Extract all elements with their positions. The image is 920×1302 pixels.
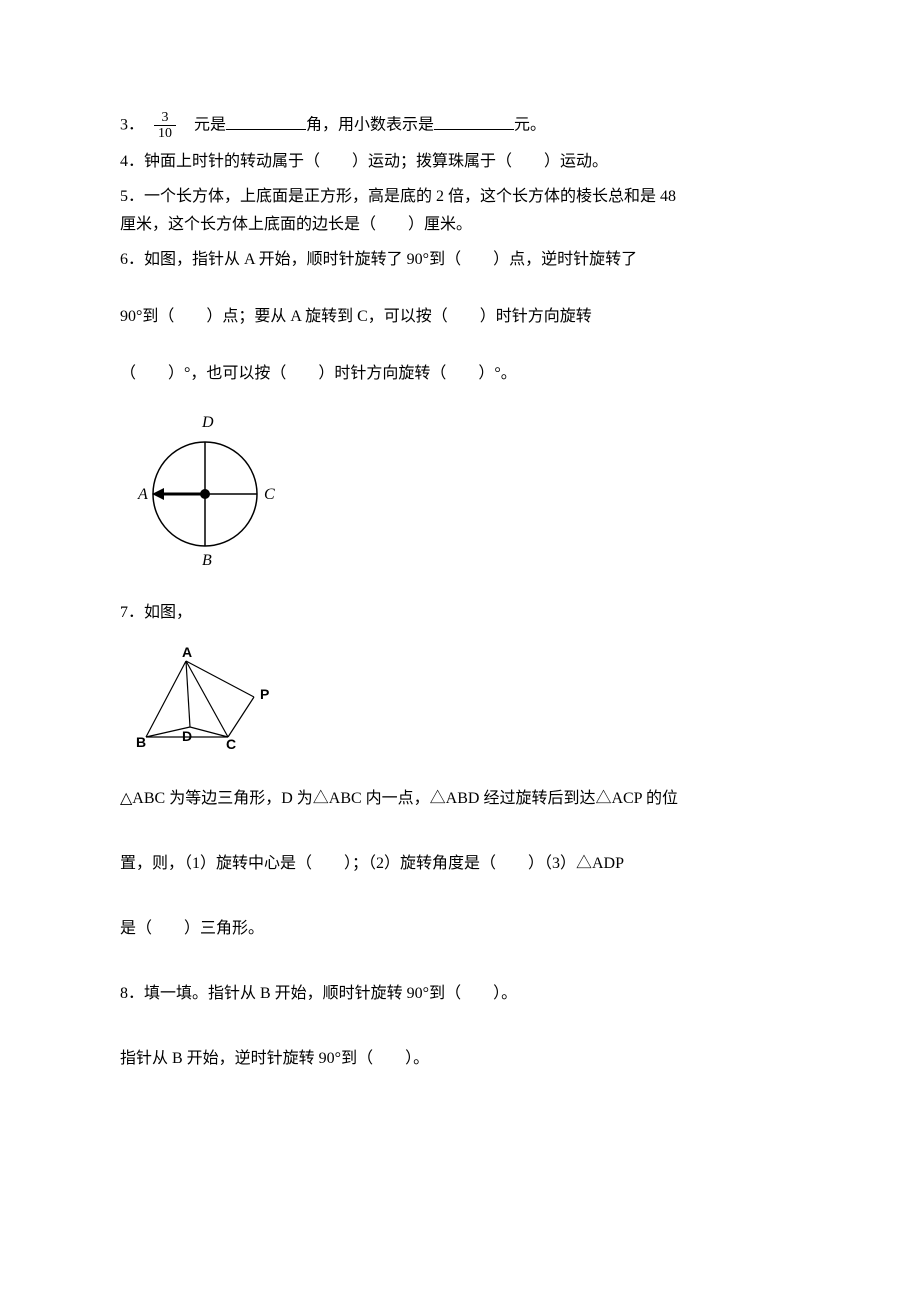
q7-line1: △ABC 为等边三角形，D 为△ABC 内一点，△ABD 经过旋转后到达△ACP… xyxy=(120,785,800,814)
q6-line3: （ ）°，也可以按（ ）时针方向旋转（ ）°。 xyxy=(120,360,800,389)
svg-text:C: C xyxy=(226,736,236,752)
q6-line2: 90°到（ ）点；要从 A 旋转到 C，可以按（ ）时针方向旋转 xyxy=(120,303,800,332)
question-7-body: △ABC 为等边三角形，D 为△ABC 内一点，△ABD 经过旋转后到达△ACP… xyxy=(120,785,800,943)
question-5: 5．一个长方体，上底面是正方形，高是底的 2 倍，这个长方体的棱长总和是 48 … xyxy=(120,183,800,241)
figure-triangle: A B C D P xyxy=(130,647,800,757)
question-4: 4．钟面上时针的转动属于（ ）运动；拨算珠属于（ ）运动。 xyxy=(120,148,800,177)
question-3: 3． 3 10 元是 角，用小数表示是 元。 xyxy=(120,110,800,142)
question-7-intro: 7．如图， xyxy=(120,599,800,628)
q8-line1: 8．填一填。指针从 B 开始，顺时针旋转 90°到（ ）。 xyxy=(120,980,800,1009)
q6-line1: 6．如图，指针从 A 开始，顺时针旋转了 90°到（ ）点，逆时针旋转了 xyxy=(120,246,800,275)
q3-t3: 元。 xyxy=(514,117,546,134)
question-6: 6．如图，指针从 A 开始，顺时针旋转了 90°到（ ）点，逆时针旋转了 90°… xyxy=(120,246,800,388)
q3-number: 3． xyxy=(120,117,144,134)
figure-circle: A B C D xyxy=(130,409,800,579)
q3-t1: 元是 xyxy=(194,117,226,134)
svg-text:B: B xyxy=(202,552,212,569)
q8-line2: 指针从 B 开始，逆时针旋转 90°到（ ）。 xyxy=(120,1045,800,1074)
page: 3． 3 10 元是 角，用小数表示是 元。 4．钟面上时针的转动属于（ ）运动；拨… xyxy=(0,0,920,1302)
q7-intro: 7．如图， xyxy=(120,604,192,621)
svg-text:A: A xyxy=(137,486,148,503)
svg-text:C: C xyxy=(264,486,275,503)
blank xyxy=(434,113,514,130)
q5-line2: 厘米，这个长方体上底面的边长是（ ）厘米。 xyxy=(120,216,472,233)
triangle-diagram: A B C D P xyxy=(130,647,290,757)
svg-text:B: B xyxy=(136,734,146,750)
fraction-denominator: 10 xyxy=(154,126,176,141)
q5-line1: 5．一个长方体，上底面是正方形，高是底的 2 倍，这个长方体的棱长总和是 48 xyxy=(120,188,676,205)
q4-text: 4．钟面上时针的转动属于（ ）运动；拨算珠属于（ ）运动。 xyxy=(120,153,608,170)
blank xyxy=(226,113,306,130)
svg-text:D: D xyxy=(201,414,214,431)
q7-line2: 置，则，（1）旋转中心是（ ）；（2）旋转角度是（ ）（3）△ADP xyxy=(120,850,800,879)
q7-line3: 是（ ）三角形。 xyxy=(120,915,800,944)
svg-text:D: D xyxy=(182,728,192,744)
q3-t2: 角，用小数表示是 xyxy=(306,117,434,134)
svg-text:A: A xyxy=(182,647,192,660)
svg-text:P: P xyxy=(260,686,269,702)
question-8: 8．填一填。指针从 B 开始，顺时针旋转 90°到（ ）。 指针从 B 开始，逆… xyxy=(120,980,800,1074)
fraction: 3 10 xyxy=(154,110,176,142)
circle-diagram: A B C D xyxy=(130,409,280,579)
fraction-numerator: 3 xyxy=(154,110,176,126)
